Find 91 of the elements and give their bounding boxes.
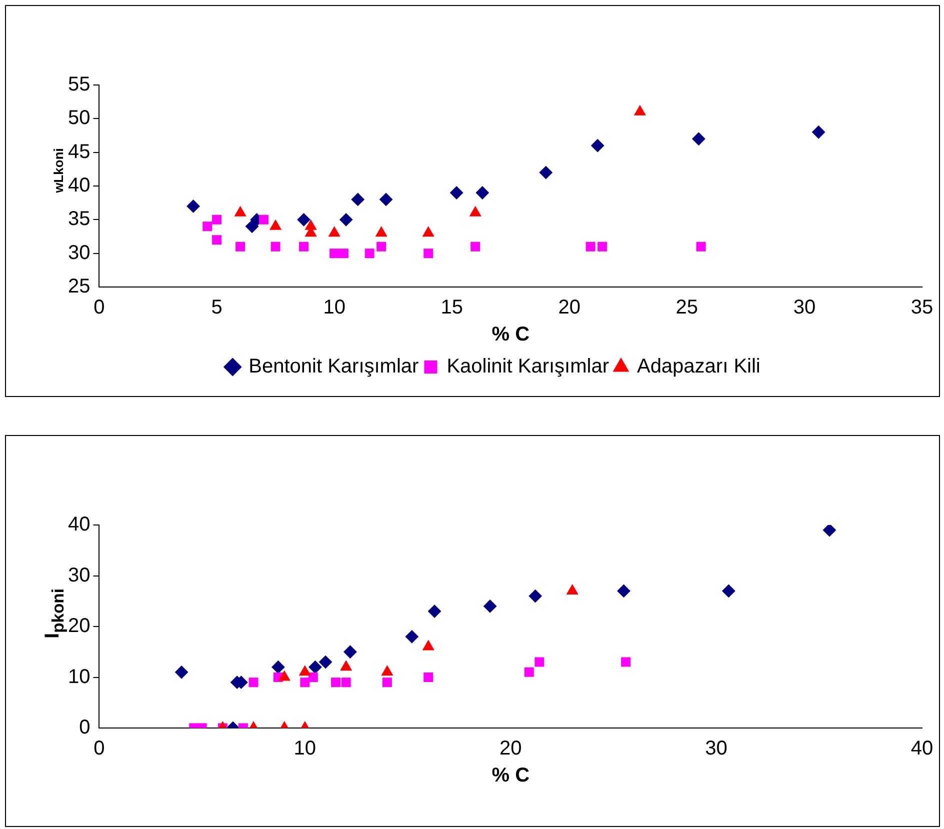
legend-label: Adapazarı Kili bbox=[636, 356, 760, 378]
point bbox=[299, 666, 311, 676]
point bbox=[278, 670, 290, 681]
point bbox=[338, 248, 348, 258]
y-tick-label: 45 bbox=[68, 140, 90, 163]
y-tick-label: 55 bbox=[68, 74, 90, 96]
x-tick-label: 0 bbox=[94, 296, 105, 319]
y-tick-label: 35 bbox=[68, 208, 90, 230]
y-tick-label: 40 bbox=[68, 514, 90, 536]
point bbox=[405, 630, 418, 644]
point bbox=[424, 672, 434, 682]
point bbox=[297, 213, 310, 226]
point bbox=[470, 242, 480, 252]
point bbox=[380, 192, 393, 206]
point bbox=[175, 666, 188, 679]
point bbox=[617, 584, 630, 598]
point bbox=[812, 126, 826, 139]
point bbox=[422, 640, 434, 650]
point bbox=[340, 213, 353, 226]
legend-label: Kaolinit Karışımlar bbox=[446, 356, 610, 378]
point bbox=[450, 186, 464, 200]
point bbox=[330, 248, 340, 258]
point bbox=[528, 590, 542, 603]
point bbox=[186, 200, 200, 213]
point bbox=[212, 214, 222, 224]
y-tick-label: 20 bbox=[68, 615, 90, 638]
point bbox=[484, 600, 497, 613]
point bbox=[308, 660, 322, 674]
point bbox=[299, 242, 308, 252]
y-tick-label: 25 bbox=[68, 276, 90, 298]
x-tick-label: 0 bbox=[94, 738, 105, 760]
point bbox=[344, 645, 357, 658]
point bbox=[424, 248, 434, 258]
x-tick-label: 30 bbox=[793, 296, 816, 319]
y-axis-title: wLkoni bbox=[50, 148, 66, 192]
point bbox=[341, 678, 351, 688]
point bbox=[822, 525, 836, 537]
point bbox=[696, 242, 706, 252]
point bbox=[534, 657, 544, 667]
y-tick-label: 30 bbox=[68, 564, 90, 586]
x-tick-label: 35 bbox=[910, 296, 934, 319]
legend-label: Bentonit Karışımlar bbox=[248, 356, 420, 378]
point bbox=[586, 242, 596, 252]
x-tick-label: 25 bbox=[676, 296, 698, 319]
point bbox=[476, 186, 489, 200]
point bbox=[340, 660, 352, 671]
x-tick-label: 40 bbox=[910, 738, 934, 760]
point bbox=[328, 226, 340, 237]
x-axis-title: % C bbox=[492, 764, 530, 787]
point bbox=[319, 656, 332, 669]
point bbox=[591, 139, 604, 152]
point bbox=[270, 220, 282, 230]
point bbox=[270, 242, 280, 252]
point bbox=[300, 678, 310, 688]
point bbox=[331, 678, 341, 688]
point bbox=[202, 222, 212, 232]
point bbox=[351, 192, 364, 206]
point bbox=[422, 226, 434, 237]
point bbox=[539, 166, 552, 180]
point bbox=[376, 242, 386, 252]
point bbox=[234, 206, 246, 216]
point bbox=[259, 214, 269, 224]
x-tick-label: 10 bbox=[323, 296, 346, 319]
x-tick-label: 20 bbox=[500, 738, 522, 760]
point bbox=[598, 242, 608, 252]
x-axis-title: % C bbox=[492, 324, 530, 346]
point bbox=[272, 660, 285, 674]
x-tick-label: 10 bbox=[294, 738, 316, 760]
point bbox=[722, 584, 736, 598]
point bbox=[236, 242, 246, 252]
point bbox=[308, 672, 318, 682]
x-tick-label: 5 bbox=[211, 296, 222, 319]
point bbox=[376, 226, 388, 237]
y-tick-label: 10 bbox=[68, 666, 90, 688]
point bbox=[248, 678, 258, 688]
x-tick-label: 15 bbox=[440, 296, 463, 319]
x-tick-label: 20 bbox=[558, 296, 581, 319]
point bbox=[692, 132, 706, 146]
point bbox=[470, 206, 482, 216]
point bbox=[382, 666, 393, 676]
point bbox=[382, 678, 392, 688]
y-tick-label: 50 bbox=[68, 107, 90, 130]
point bbox=[428, 604, 442, 618]
y-tick-label: 40 bbox=[68, 174, 90, 197]
point bbox=[621, 657, 631, 667]
y-tick-label: 0 bbox=[79, 716, 90, 739]
y-tick-label: 30 bbox=[68, 242, 90, 264]
point bbox=[524, 667, 534, 677]
point bbox=[212, 235, 222, 245]
x-tick-label: 30 bbox=[705, 738, 728, 760]
point bbox=[364, 248, 374, 258]
